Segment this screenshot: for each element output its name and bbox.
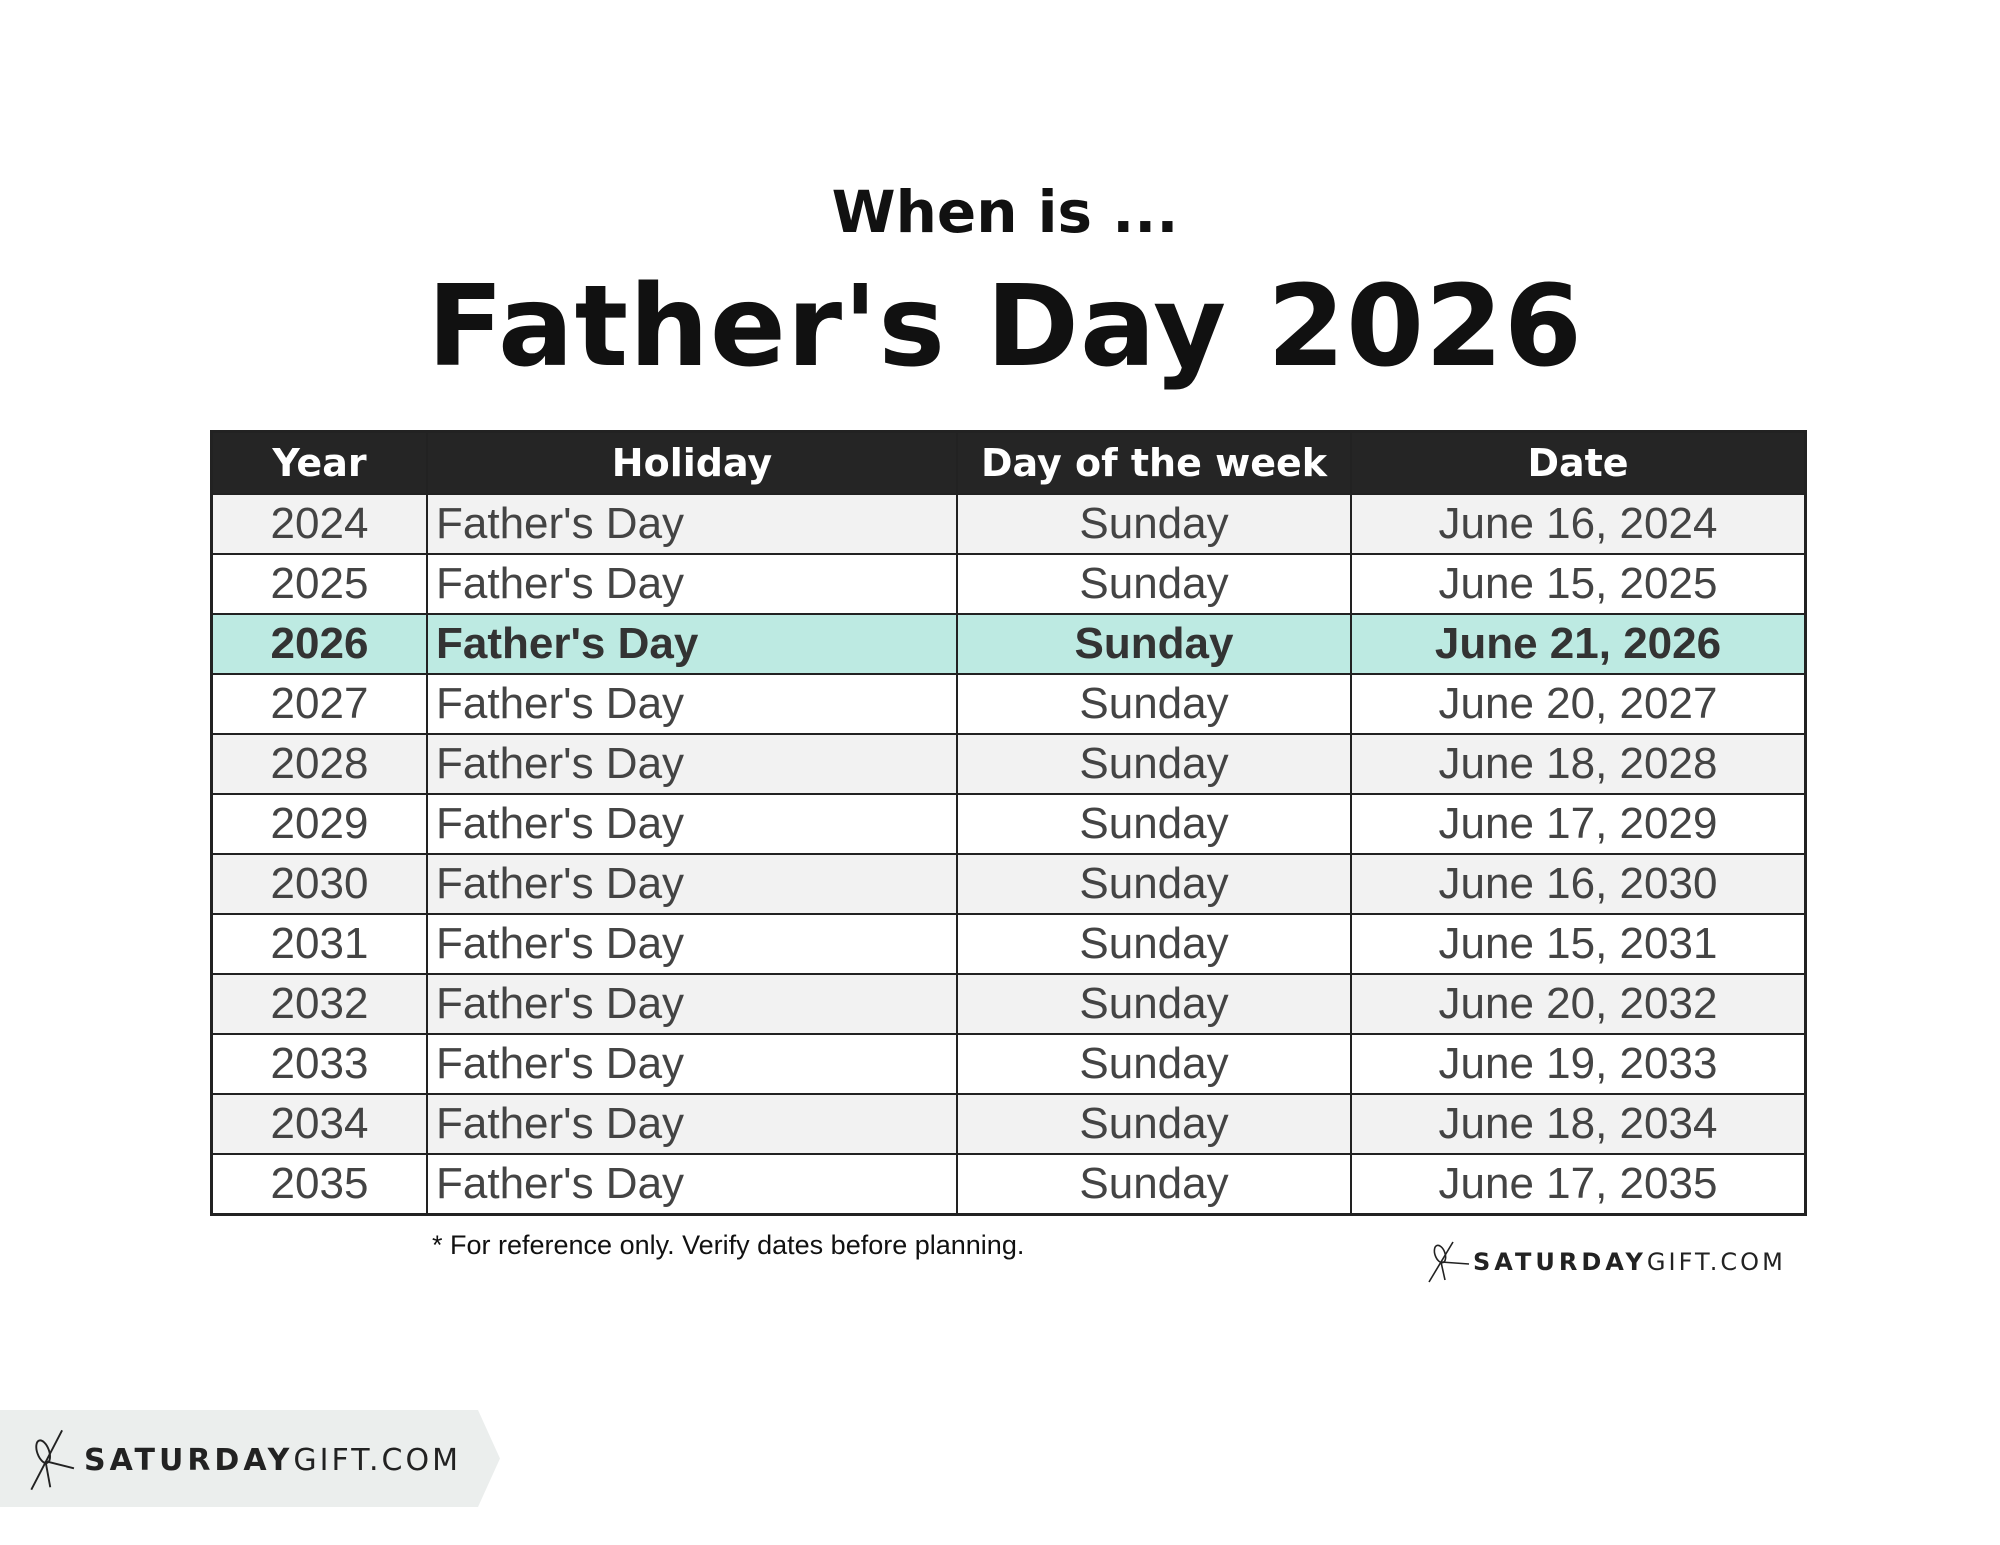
bow-icon xyxy=(30,1429,75,1491)
cell-year: 2027 xyxy=(210,673,428,735)
table-row: 2033 Father's Day Sunday June 19, 2033 xyxy=(210,1033,1807,1095)
cell-date: June 18, 2034 xyxy=(1350,1093,1807,1155)
cell-holiday: Father's Day xyxy=(426,793,958,855)
cell-holiday: Father's Day xyxy=(426,673,958,735)
cell-holiday: Father's Day xyxy=(426,913,958,975)
fathers-day-table: Year Holiday Day of the week Date 2024 Fa… xyxy=(210,430,1807,1216)
cell-day-of-week: Sunday xyxy=(956,1153,1352,1216)
cell-holiday: Father's Day xyxy=(426,973,958,1035)
cell-date: June 20, 2027 xyxy=(1350,673,1807,735)
table-row: 2034 Father's Day Sunday June 18, 2034 xyxy=(210,1093,1807,1155)
cell-holiday: Father's Day xyxy=(426,1153,958,1216)
brand-light: GIFT.COM xyxy=(293,1442,461,1478)
page-subtitle: When is ... xyxy=(831,178,1179,246)
cell-year: 2030 xyxy=(210,853,428,915)
cell-holiday: Father's Day xyxy=(426,553,958,615)
cell-holiday: Father's Day xyxy=(426,1033,958,1095)
table-header-row: Year Holiday Day of the week Date xyxy=(210,430,1807,495)
cell-year: 2033 xyxy=(210,1033,428,1095)
cell-year: 2032 xyxy=(210,973,428,1035)
cell-holiday: Father's Day xyxy=(426,853,958,915)
brand-light: GIFT.COM xyxy=(1646,1248,1786,1276)
cell-year: 2035 xyxy=(210,1153,428,1216)
bow-icon xyxy=(1428,1241,1470,1283)
col-day-of-week: Day of the week xyxy=(956,430,1352,495)
cell-year: 2026 xyxy=(210,613,428,675)
cell-year: 2029 xyxy=(210,793,428,855)
cell-holiday: Father's Day xyxy=(426,733,958,795)
cell-holiday: Father's Day xyxy=(426,613,958,675)
cell-date: June 18, 2028 xyxy=(1350,733,1807,795)
table-row: 2032 Father's Day Sunday June 20, 2032 xyxy=(210,973,1807,1035)
cell-date: June 15, 2025 xyxy=(1350,553,1807,615)
col-date: Date xyxy=(1350,430,1807,495)
brand-bold: SATURDAY xyxy=(1473,1248,1647,1276)
cell-day-of-week: Sunday xyxy=(956,673,1352,735)
table-row: 2031 Father's Day Sunday June 15, 2031 xyxy=(210,913,1807,975)
cell-date: June 19, 2033 xyxy=(1350,1033,1807,1095)
footnote: * For reference only. Verify dates befor… xyxy=(432,1230,1025,1260)
cell-year: 2031 xyxy=(210,913,428,975)
brand-banner xyxy=(0,1410,500,1507)
cell-date: June 21, 2026 xyxy=(1350,613,1807,675)
cell-day-of-week: Sunday xyxy=(956,733,1352,795)
cell-day-of-week: Sunday xyxy=(956,1033,1352,1095)
cell-day-of-week: Sunday xyxy=(956,553,1352,615)
cell-day-of-week: Sunday xyxy=(956,1093,1352,1155)
brand-bold: SATURDAY xyxy=(84,1442,294,1478)
cell-day-of-week: Sunday xyxy=(956,853,1352,915)
table-row: 2027 Father's Day Sunday June 20, 2027 xyxy=(210,673,1807,735)
cell-year: 2024 xyxy=(210,493,428,555)
cell-date: June 17, 2035 xyxy=(1350,1153,1807,1216)
col-holiday: Holiday xyxy=(426,430,958,495)
col-year: Year xyxy=(210,430,428,495)
cell-day-of-week: Sunday xyxy=(956,973,1352,1035)
table-row: 2029 Father's Day Sunday June 17, 2029 xyxy=(210,793,1807,855)
table-row: 2035 Father's Day Sunday June 17, 2035 xyxy=(210,1153,1807,1216)
cell-date: June 20, 2032 xyxy=(1350,973,1807,1035)
table-row: 2028 Father's Day Sunday June 18, 2028 xyxy=(210,733,1807,795)
table-row: 2026 Father's Day Sunday June 21, 2026 xyxy=(210,613,1807,675)
cell-date: June 17, 2029 xyxy=(1350,793,1807,855)
table-row: 2030 Father's Day Sunday June 16, 2030 xyxy=(210,853,1807,915)
cell-year: 2034 xyxy=(210,1093,428,1155)
table-row: 2024 Father's Day Sunday June 16, 2024 xyxy=(210,493,1807,555)
cell-year: 2028 xyxy=(210,733,428,795)
cell-year: 2025 xyxy=(210,553,428,615)
page-title: Father's Day 2026 xyxy=(427,262,1583,392)
cell-date: June 16, 2030 xyxy=(1350,853,1807,915)
cell-day-of-week: Sunday xyxy=(956,613,1352,675)
brand-logo: SATURDAY GIFT.COM xyxy=(1425,1240,1786,1284)
table-row: 2025 Father's Day Sunday June 15, 2025 xyxy=(210,553,1807,615)
cell-day-of-week: Sunday xyxy=(956,913,1352,975)
cell-day-of-week: Sunday xyxy=(956,493,1352,555)
cell-holiday: Father's Day xyxy=(426,1093,958,1155)
cell-date: June 16, 2024 xyxy=(1350,493,1807,555)
brand-logo-banner: SATURDAY GIFT.COM xyxy=(26,1420,461,1500)
cell-date: June 15, 2031 xyxy=(1350,913,1807,975)
cell-holiday: Father's Day xyxy=(426,493,958,555)
cell-day-of-week: Sunday xyxy=(956,793,1352,855)
